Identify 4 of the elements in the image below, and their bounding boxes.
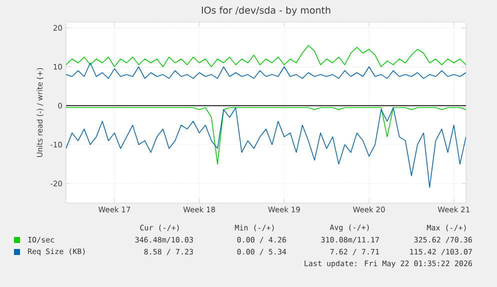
line-series bbox=[66, 44, 466, 68]
line-series bbox=[66, 107, 466, 188]
line-series bbox=[66, 62, 466, 79]
chart-title: IOs for /dev/sda - by month bbox=[202, 6, 330, 16]
